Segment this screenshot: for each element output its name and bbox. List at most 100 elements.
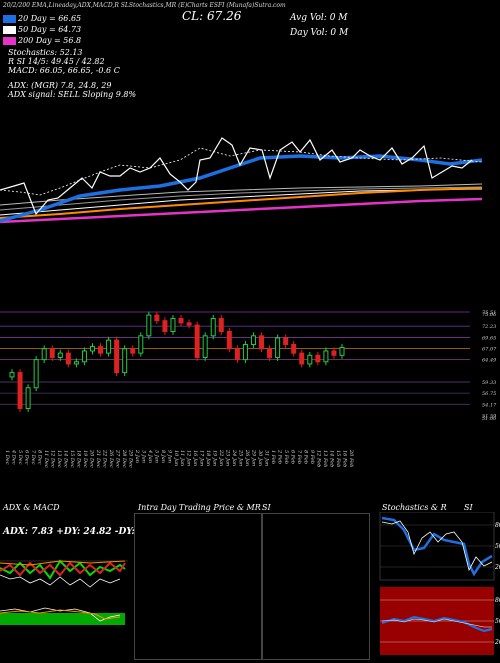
mrsi-chart-box xyxy=(262,513,370,660)
stochastics-panel: Stochastics & R SI 80 50 20 80 50 20 xyxy=(374,503,500,660)
ema-grey-band-1 xyxy=(0,183,483,206)
candle-body xyxy=(250,335,256,345)
stoch-k-line xyxy=(381,516,493,577)
adx-plus-line xyxy=(0,559,126,580)
date-tick-label: 29 Dec xyxy=(127,449,133,468)
stoch-tick-80: 80 xyxy=(495,522,500,529)
price-tick-label: 69.65 xyxy=(482,335,496,341)
date-tick-label: 18 Jan xyxy=(205,450,211,466)
rsi-tick-50: 50 xyxy=(495,618,500,625)
candle-body xyxy=(130,348,136,354)
candle-body xyxy=(106,339,112,354)
legend-ema20: 20 Day = 66.65 xyxy=(3,14,81,23)
candle-body xyxy=(65,352,71,365)
candle-body xyxy=(49,348,55,358)
price-tick-label: 54.17 xyxy=(482,402,497,408)
date-tick-label: 9 Feb xyxy=(309,450,315,464)
date-tick-label: 15 Dec xyxy=(69,450,75,468)
candle-body xyxy=(98,346,104,354)
stoch-title: Stochastics & R xyxy=(382,503,447,512)
date-tick-label: 8 Jan xyxy=(160,450,166,463)
date-tick-label: 22 Dec xyxy=(101,449,107,468)
candle-body xyxy=(226,331,232,350)
date-tick-label: 28 Dec xyxy=(121,449,127,468)
date-tick-label: 11 Jan xyxy=(179,450,185,466)
date-tick-label: 27 Dec xyxy=(114,449,120,468)
stoch-d-line xyxy=(381,520,493,572)
adx-values: ADX: 7.83 +DY: 24.82 -DY: 29.04 xyxy=(3,527,167,537)
date-tick-label: 4 Jan xyxy=(147,449,153,463)
date-tick-label: 5 Feb xyxy=(283,450,289,464)
macd-readout: MACD: 66.05, 66.65, -0.6 C xyxy=(8,66,120,75)
candle-body xyxy=(275,337,281,358)
candle-body xyxy=(210,318,216,337)
date-tick-label: 4 Dec xyxy=(10,449,16,465)
ema100-line xyxy=(0,187,483,219)
date-tick-label: 1 Feb xyxy=(270,450,276,464)
date-tick-label: 3 Jan xyxy=(140,450,146,463)
candle-body xyxy=(81,350,87,363)
date-tick-label: 6 Dec xyxy=(23,450,29,465)
date-tick-label: 20 Dec xyxy=(88,449,94,468)
candle-body xyxy=(25,387,31,409)
price-tick-label: 59.33 xyxy=(482,380,496,386)
price-tick-label: 75.06 xyxy=(482,312,497,318)
rsi-chart: 80 50 20 xyxy=(380,587,500,655)
date-tick-label: 26 Jan xyxy=(244,449,250,466)
date-tick-label: 16 Feb xyxy=(342,450,348,467)
price-tick-label: 64.49 xyxy=(482,358,497,364)
rsi-tick-80: 80 xyxy=(495,597,500,604)
candle-body xyxy=(170,318,176,333)
date-tick-label: 24 Jan xyxy=(231,449,237,466)
candle-body xyxy=(339,347,345,356)
legend-swatch-ema50 xyxy=(3,26,16,34)
adx-signal: ADX signal: SELL Sloping 9.8% xyxy=(8,90,137,99)
price-tick-label: 51.59 xyxy=(482,413,497,419)
price-tick-label: 56.75 xyxy=(482,391,496,397)
adx-line xyxy=(0,574,121,588)
candle-body xyxy=(114,339,120,374)
price-tick-label: 67.07 xyxy=(482,347,497,353)
candle-body xyxy=(73,361,79,365)
adx-chart xyxy=(0,559,128,625)
candle-body xyxy=(146,314,152,337)
candle-body xyxy=(138,335,144,354)
date-tick-label: 26 Dec xyxy=(108,449,114,468)
stoch-tick-50: 50 xyxy=(495,543,500,550)
legend-ema200: 200 Day = 56.8 xyxy=(3,36,81,45)
candle-body xyxy=(299,352,305,365)
intraday-title: Intra Day Trading Price & MR xyxy=(138,503,261,512)
date-tick-label: 13 Feb xyxy=(322,450,328,467)
avg-vol-label: Avg Vol: 0 M xyxy=(290,13,348,23)
price-gridlines xyxy=(0,311,470,405)
date-tick-label: 23 Jan xyxy=(225,449,231,466)
date-tick-label: 14 Dec xyxy=(62,450,68,468)
ema-dotted-line xyxy=(0,147,483,196)
adx-orange-line xyxy=(0,560,126,566)
date-tick-label: 17 Jan xyxy=(199,450,205,466)
date-tick-label: 20 Feb xyxy=(348,449,354,467)
legend-ema50: 50 Day = 64.73 xyxy=(3,25,81,34)
candle-body xyxy=(234,348,240,361)
candle-body xyxy=(267,348,273,358)
price-tick-label: 72.23 xyxy=(482,324,496,330)
rsi-readout: R SI 14/5: 49.45 / 42.82 xyxy=(8,57,105,66)
price-tick-label: 75.51 xyxy=(482,310,496,316)
date-tick-label: 12 Dec xyxy=(49,450,55,468)
intraday-chart-box xyxy=(134,513,262,660)
date-tick-label: 21 Dec xyxy=(95,449,101,468)
date-tick-label: 2 Feb xyxy=(277,449,283,464)
date-tick-label: 19 Jan xyxy=(212,450,218,466)
indicator-readouts: Stochastics: 52.13 R SI 14/5: 49.45 / 42… xyxy=(8,48,136,99)
date-tick-label: 13 Dec xyxy=(56,450,62,468)
candle-body xyxy=(259,335,265,350)
macd-signal-line xyxy=(0,609,121,620)
candle-body xyxy=(315,354,321,363)
date-tick-label: 7 Feb xyxy=(296,450,302,464)
date-tick-label: 8 Dec xyxy=(36,450,42,465)
ema-grey-band-2 xyxy=(0,186,483,211)
date-tick-label: 9 Jan xyxy=(166,450,172,463)
price-tick-label: 51.00 xyxy=(482,416,497,422)
date-tick-label: 18 Dec xyxy=(75,450,81,468)
